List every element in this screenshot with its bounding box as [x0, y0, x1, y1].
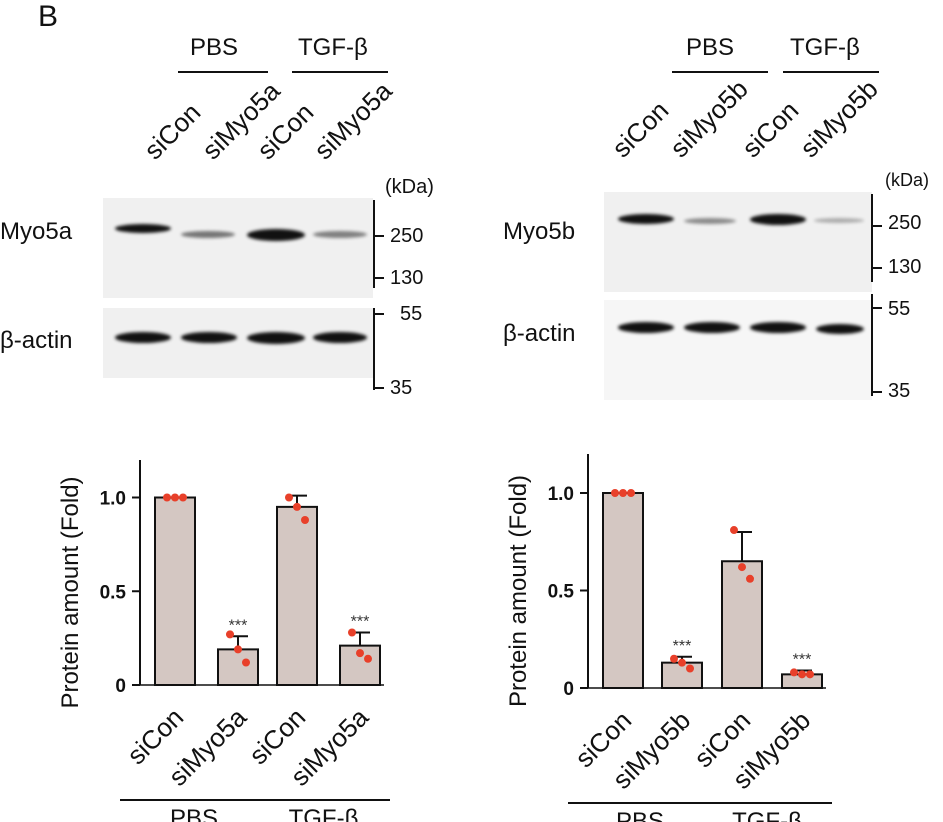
- group-label-tgfb: TGF-β: [298, 34, 368, 61]
- data-point: [242, 658, 250, 667]
- blot-row-label-actin: β-actin: [0, 327, 73, 354]
- marker-label: 130: [888, 256, 922, 278]
- group-label: PBS: [616, 808, 664, 822]
- blot-image-actin-left: [103, 308, 373, 378]
- band: [115, 224, 171, 233]
- marker-label: 250: [390, 225, 424, 247]
- band: [814, 218, 864, 223]
- significance-label: ***: [793, 651, 812, 668]
- data-point: [285, 493, 293, 502]
- group-line-tgfb: [783, 71, 879, 73]
- y-axis-label: Protein amount (Fold): [57, 476, 84, 708]
- data-point: [611, 489, 619, 497]
- y-axis-label: Protein amount (Fold): [505, 475, 532, 707]
- band: [684, 218, 736, 224]
- data-point: [670, 654, 678, 663]
- data-point: [678, 658, 686, 667]
- band: [181, 332, 237, 343]
- group-label: TGF-β: [289, 805, 359, 822]
- bar: [276, 505, 318, 686]
- band: [750, 214, 806, 225]
- group-label-pbs: PBS: [686, 34, 735, 61]
- y-tick-label: 0: [115, 676, 126, 697]
- group-line-pbs: [672, 71, 768, 73]
- data-point: [746, 574, 754, 583]
- data-point: [179, 493, 187, 502]
- y-tick-label: 1.0: [548, 484, 574, 505]
- group-line-pbs: [178, 71, 268, 73]
- y-tick-label: 1.0: [100, 489, 126, 510]
- bar: [154, 496, 196, 686]
- y-tick-label: 0.5: [548, 582, 575, 603]
- data-point: [234, 645, 242, 654]
- lane-label: siCon: [736, 95, 805, 164]
- data-point: [226, 630, 234, 639]
- significance-label: ***: [351, 614, 370, 631]
- lane-label: siMyo5b: [794, 73, 884, 164]
- blot-image-actin-right: [604, 300, 872, 400]
- bar: [217, 648, 259, 686]
- data-point: [356, 649, 364, 658]
- lane-label: siCon: [138, 97, 207, 166]
- y-tick-label: 0: [563, 679, 574, 700]
- panel-label: B: [38, 0, 59, 33]
- bar: [721, 560, 763, 689]
- band: [115, 332, 171, 343]
- marker-scale-right: [871, 194, 882, 396]
- data-point: [364, 654, 372, 663]
- data-point: [293, 502, 301, 511]
- kda-label: (kDa): [385, 176, 434, 198]
- band: [816, 324, 864, 334]
- group-label-pbs: PBS: [190, 34, 239, 61]
- marker-label: 35: [390, 377, 413, 399]
- kda-label: (kDa): [885, 170, 929, 190]
- data-point: [806, 670, 814, 679]
- blot-row-label-myo5a: Myo5a: [0, 218, 73, 245]
- data-point: [686, 664, 694, 673]
- group-label-tgfb: TGF-β: [790, 34, 860, 61]
- band: [618, 322, 674, 333]
- band: [181, 231, 235, 238]
- blot-row-label-myo5b: Myo5b: [503, 218, 576, 245]
- blot-row-label-actin: β-actin: [503, 320, 576, 347]
- data-point: [738, 563, 746, 572]
- band: [247, 332, 305, 344]
- data-point: [627, 489, 635, 497]
- marker-scale-left: [373, 200, 384, 390]
- band: [247, 229, 305, 241]
- data-point: [163, 493, 171, 502]
- data-point: [171, 493, 179, 502]
- group-label: PBS: [170, 805, 218, 822]
- y-tick-label: 0.5: [100, 582, 127, 603]
- lane-label: siMyo5b: [664, 73, 754, 164]
- marker-label: 55: [888, 298, 911, 320]
- marker-label: 130: [390, 267, 424, 289]
- significance-label: ***: [673, 638, 692, 655]
- group-label: TGF-β: [732, 808, 802, 822]
- band: [313, 332, 367, 343]
- data-point: [790, 668, 798, 677]
- data-point: [619, 489, 627, 497]
- band: [684, 322, 740, 333]
- marker-label: 250: [888, 212, 922, 234]
- marker-label: 55: [400, 303, 423, 325]
- bar: [602, 492, 644, 689]
- group-line-tgfb: [292, 71, 388, 73]
- blot-image-myo5a: [103, 198, 373, 298]
- marker-label: 35: [888, 380, 911, 402]
- lane-label: siCon: [606, 95, 675, 164]
- blot-image-myo5b: [604, 192, 872, 292]
- significance-label: ***: [229, 617, 248, 634]
- data-point: [301, 516, 309, 524]
- band: [750, 322, 806, 333]
- band: [618, 214, 674, 224]
- data-point: [798, 670, 806, 679]
- band: [313, 231, 367, 238]
- lane-label: siMyo5a: [308, 75, 398, 166]
- data-point: [348, 628, 356, 637]
- data-point: [730, 526, 738, 535]
